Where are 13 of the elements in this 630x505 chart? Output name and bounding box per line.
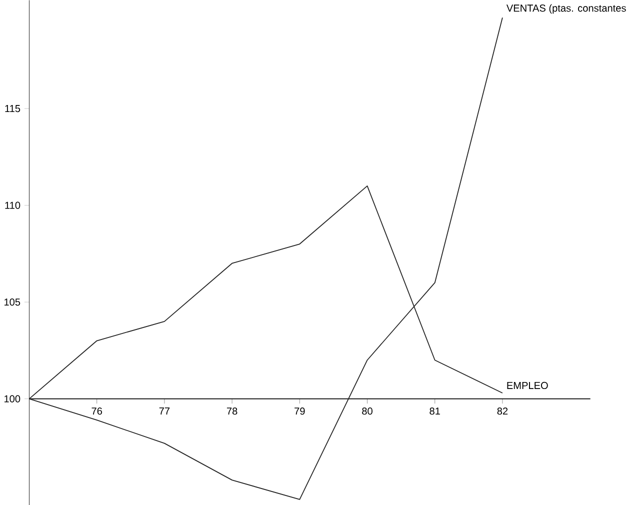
x-tick-label: 80 — [362, 407, 372, 414]
x-tick-label: 81 — [430, 407, 440, 414]
x-tick-label: 78 — [226, 407, 238, 414]
y-tick-label: 100 — [4, 395, 20, 402]
y-tick-label: 110 — [5, 202, 20, 209]
x-tick-label: 76 — [92, 407, 102, 414]
x-tick-label: 79 — [294, 407, 305, 414]
x-tick-label: 77 — [159, 407, 170, 414]
x-tick-label: 82 — [497, 407, 508, 414]
series-label: EMPLEO — [507, 382, 548, 389]
y-tick-label: 105 — [4, 298, 20, 306]
y-tick-label: 115 — [5, 104, 20, 112]
series-label: VENTAS (ptas. constantes — [506, 4, 626, 14]
